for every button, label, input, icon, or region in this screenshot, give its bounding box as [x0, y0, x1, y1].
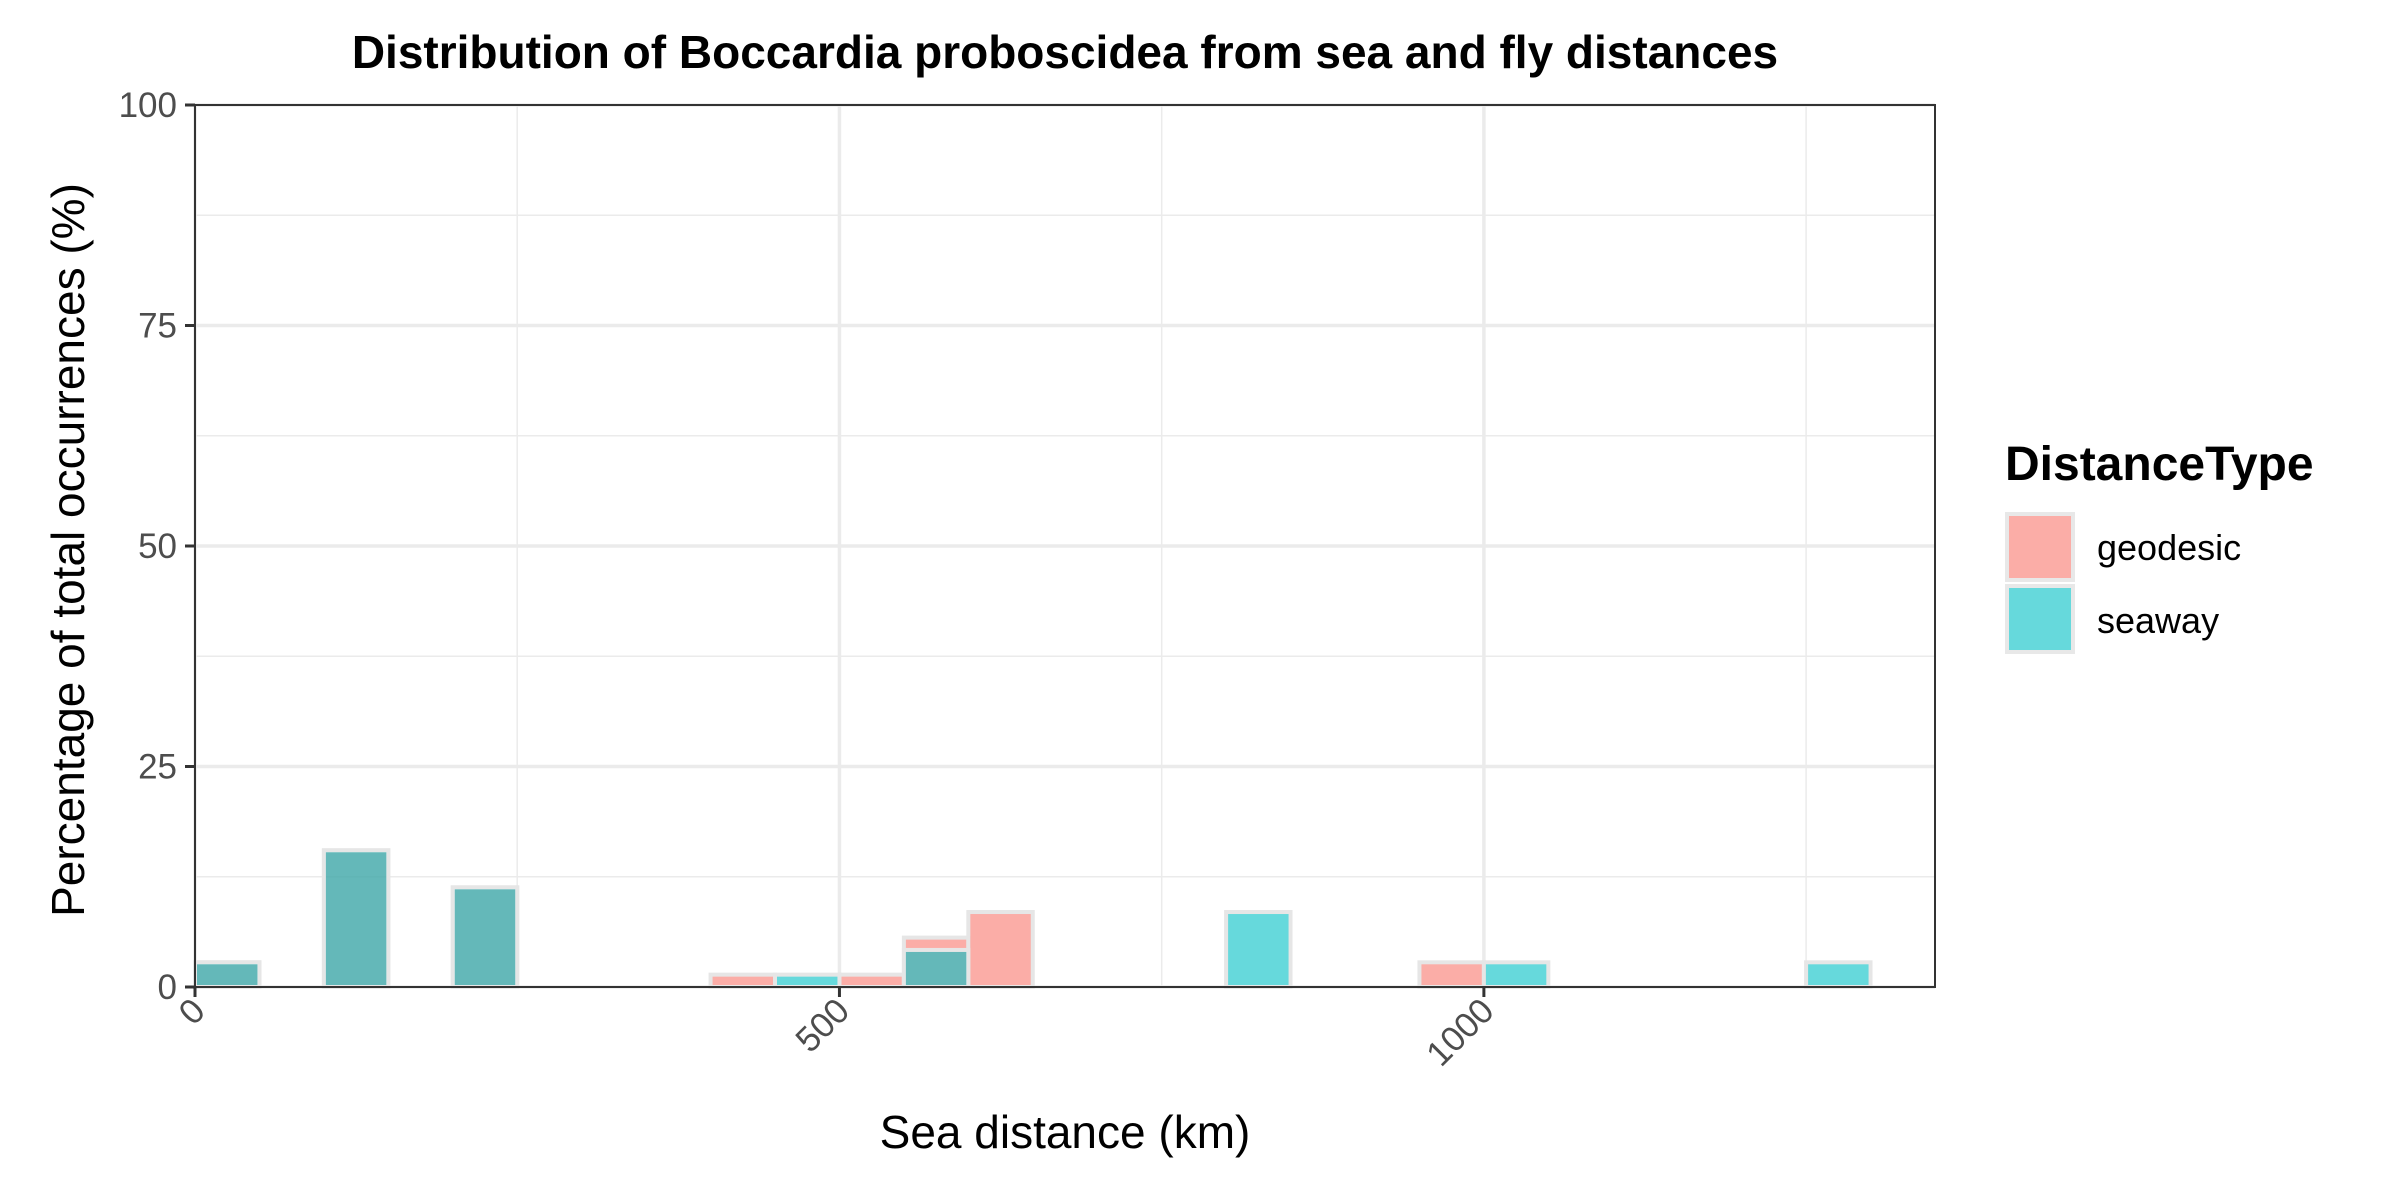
bar-seaway: [773, 972, 842, 989]
bar-seaway: [450, 885, 520, 989]
y-tick-label: 50: [138, 527, 177, 566]
legend-key-seaway: [2005, 584, 2075, 654]
x-axis-title: Sea distance (km): [880, 1106, 1251, 1158]
legend: DistanceType geodesic seaway: [2005, 438, 2314, 654]
bars: [193, 848, 1873, 990]
bar-geodesic: [708, 972, 777, 989]
y-tick-label: 75: [138, 307, 177, 346]
bar-seaway: [1481, 960, 1551, 990]
grid: [193, 103, 1935, 989]
legend-item-seaway: seaway: [2005, 584, 2219, 654]
y-tick-label: 25: [138, 748, 177, 787]
legend-key-geodesic: [2005, 512, 2075, 582]
bar-seaway: [901, 947, 971, 989]
chart-title: Distribution of Boccardia proboscidea fr…: [352, 26, 1778, 78]
bar-seaway: [321, 848, 391, 989]
bar-seaway: [193, 960, 262, 990]
y-axis-title: Percentage of total occurrences (%): [42, 183, 94, 917]
bar-geodesic: [966, 910, 1035, 990]
legend-label-geodesic: geodesic: [2097, 527, 2241, 568]
legend-label-seaway: seaway: [2097, 600, 2219, 641]
bar-seaway: [1804, 960, 1873, 990]
bar-seaway: [1224, 910, 1293, 990]
y-tick-label: 0: [158, 968, 177, 1007]
bar-geodesic: [1417, 960, 1486, 990]
legend-title: DistanceType: [2005, 438, 2314, 491]
legend-item-geodesic: geodesic: [2005, 512, 2241, 582]
bar-geodesic: [837, 972, 906, 989]
y-tick-label: 100: [119, 86, 177, 125]
